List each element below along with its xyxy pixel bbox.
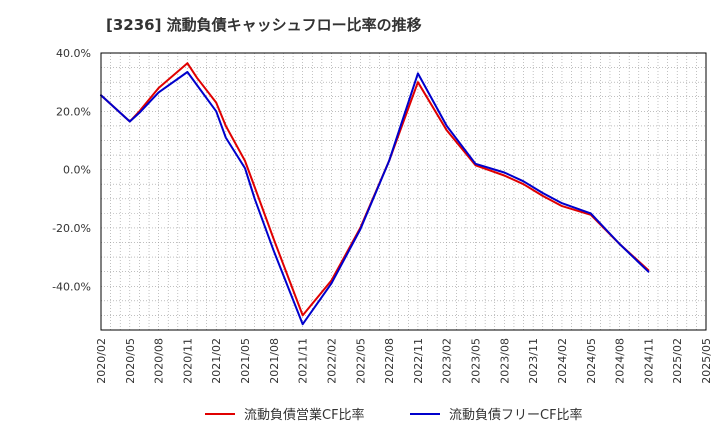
x-tick-label: 2020/11 (181, 338, 194, 384)
y-axis: 40.0% 20.0% 0.0% -20.0% -40.0% (52, 47, 91, 293)
x-tick-label: 2022/11 (412, 338, 425, 384)
x-tick-label: 2021/11 (297, 338, 310, 384)
plot-frame (100, 52, 707, 331)
x-tick-label: 2025/02 (671, 338, 684, 384)
x-tick-label: 2020/08 (153, 338, 166, 384)
x-tick-label: 2025/05 (700, 338, 713, 384)
x-tick-label: 2021/02 (210, 338, 223, 384)
x-tick-label: 2023/05 (470, 338, 483, 384)
x-tick-label: 2023/08 (498, 338, 511, 384)
x-axis: 2020/02 2020/05 2020/08 2020/11 2021/02 2021/… (95, 338, 713, 384)
series-line-free (100, 71, 650, 326)
x-tick-label: 2023/02 (441, 338, 454, 384)
x-tick-label: 2024/05 (585, 338, 598, 384)
legend-label-free: 流動負債フリーCF比率 (449, 407, 583, 423)
x-tick-label: 2023/11 (527, 338, 540, 384)
plot-area (101, 53, 706, 330)
x-tick-label: 2020/02 (95, 338, 108, 384)
y-tick-label: 40.0% (56, 47, 91, 60)
x-tick-label: 2021/05 (239, 338, 252, 384)
legend: 流動負債営業CF比率 流動負債フリーCF比率 (205, 407, 583, 423)
x-tick-label: 2022/08 (383, 338, 396, 384)
x-tick-label: 2022/02 (325, 338, 338, 384)
x-tick-label: 2021/08 (268, 338, 281, 384)
legend-label-operating: 流動負債営業CF比率 (244, 407, 365, 423)
y-tick-label: 0.0% (63, 164, 91, 177)
chart-title: [3236] 流動負債キャッシュフロー比率の推移 (106, 16, 422, 34)
x-tick-label: 2024/08 (614, 338, 627, 384)
x-tick-label: 2022/05 (354, 338, 367, 384)
series-line-operating (100, 62, 650, 317)
x-tick-label: 2024/02 (556, 338, 569, 384)
y-tick-label: 20.0% (56, 105, 91, 118)
y-tick-label: -40.0% (52, 280, 91, 293)
x-tick-label: 2020/05 (124, 338, 137, 384)
x-tick-label: 2024/11 (642, 338, 655, 384)
y-tick-label: -20.0% (52, 222, 91, 235)
series-layer (100, 62, 650, 326)
